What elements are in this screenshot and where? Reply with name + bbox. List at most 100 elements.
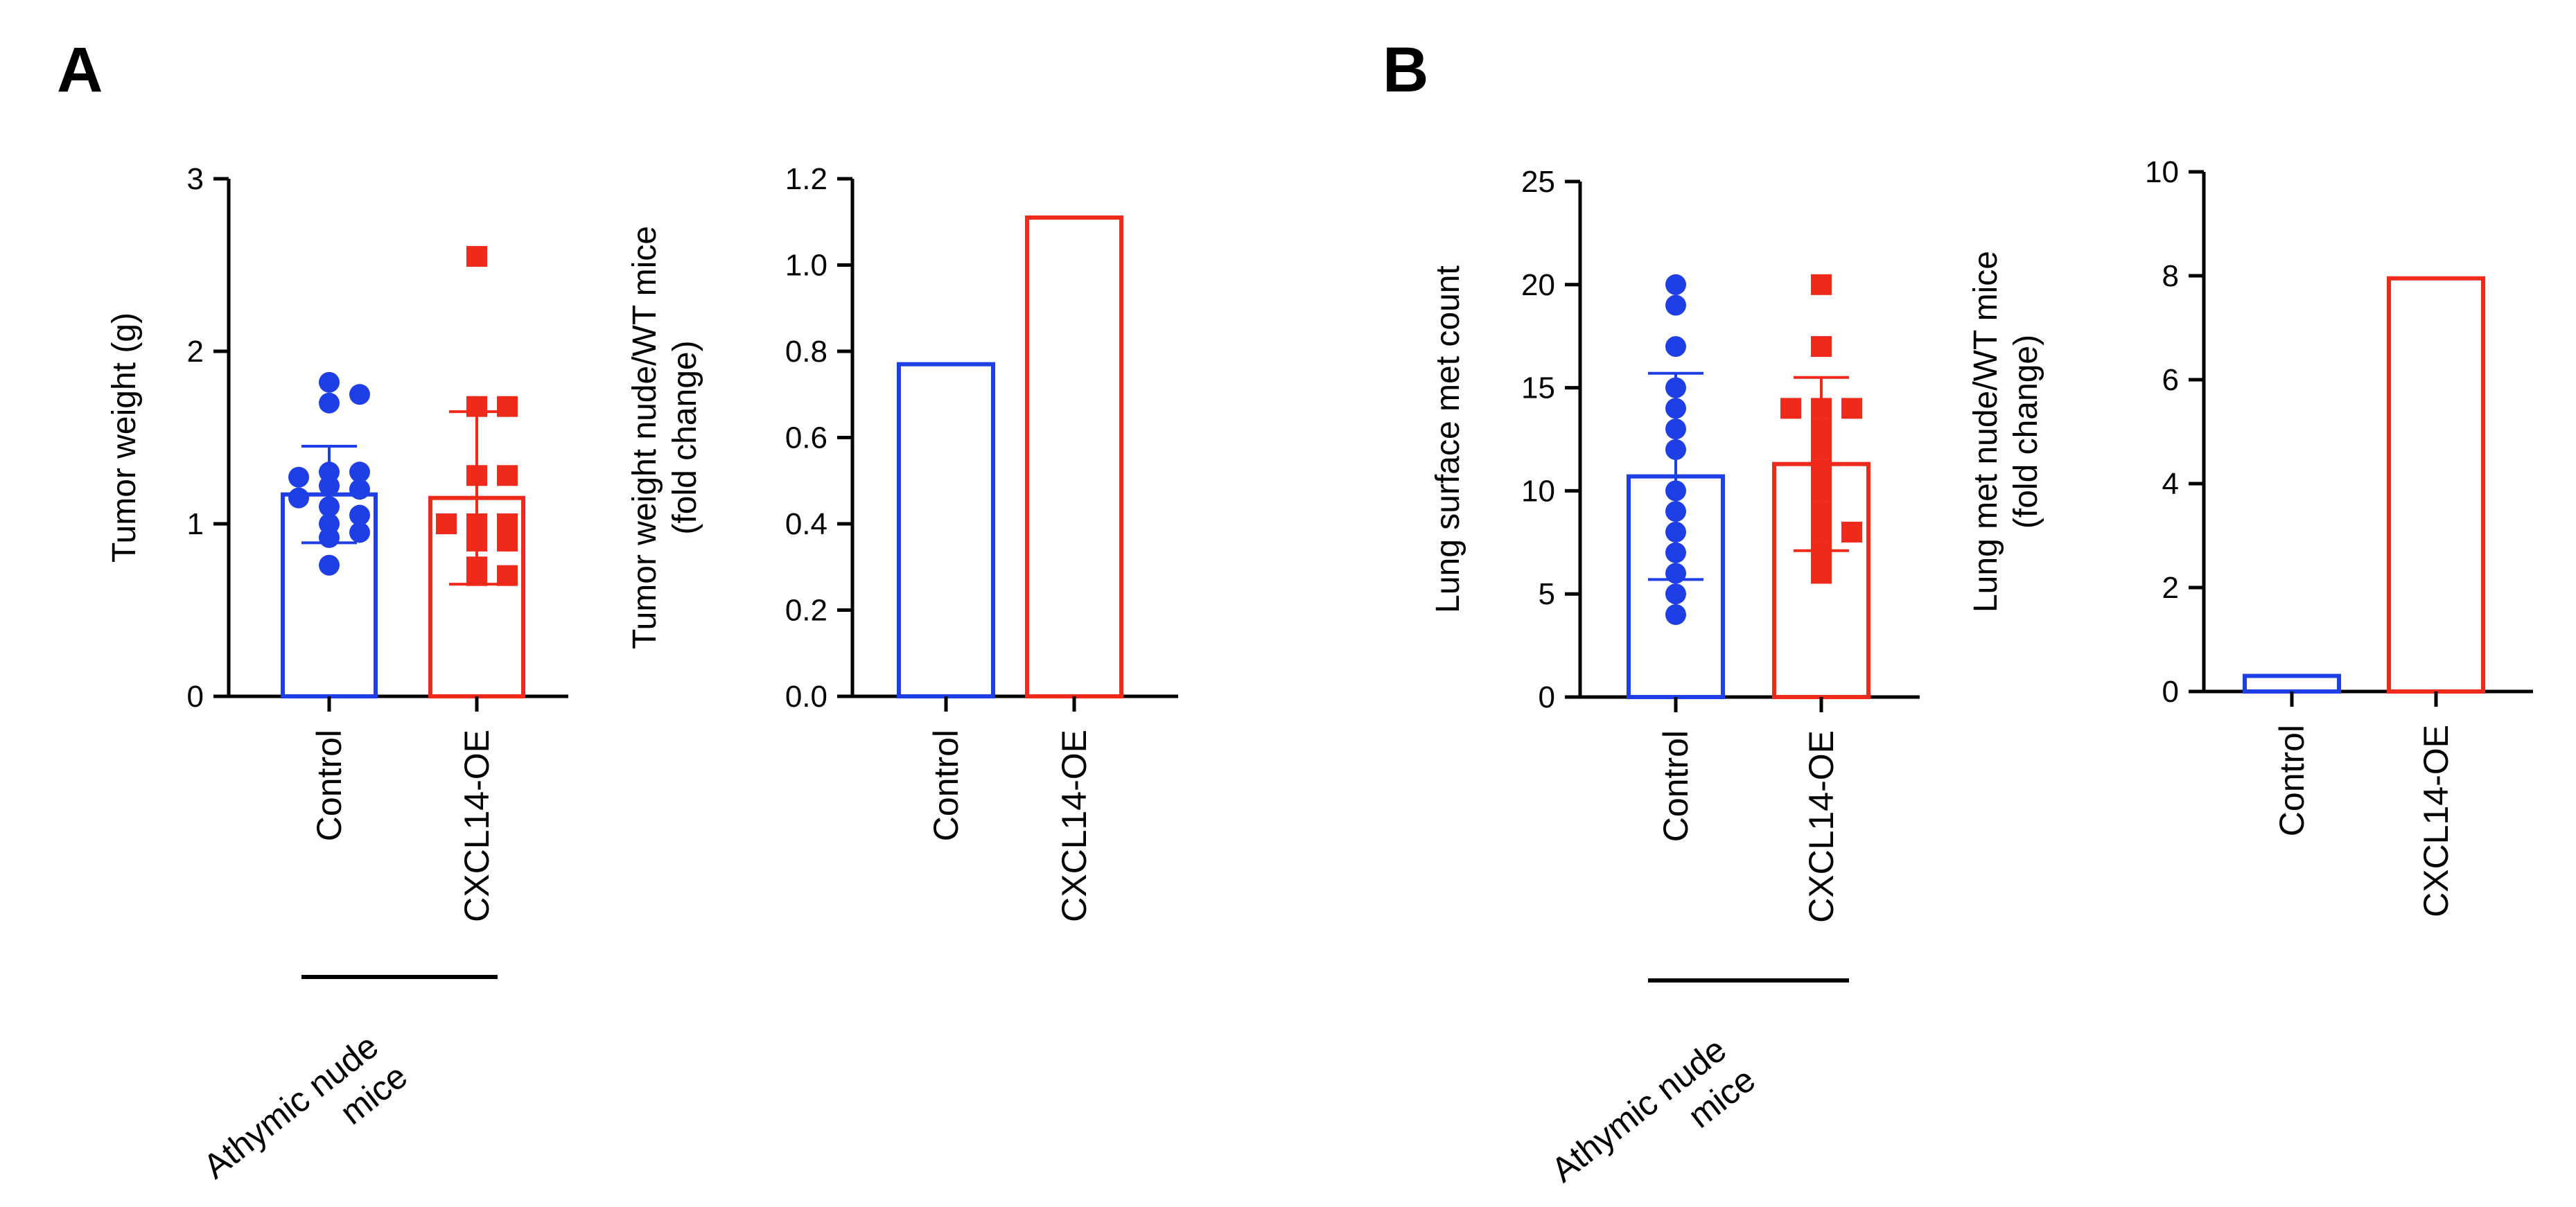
data-point-control [1665,542,1686,563]
charts-layer: 0 1 2 3 Tumor weight (g) Control CXCL14-OE Athy… [106,155,2533,1207]
y-tick-label: 0.0 [785,680,827,714]
data-point-cxcl14-oe [497,465,518,486]
group-label: Athymic nudemice [196,1023,414,1207]
data-point-cxcl14-oe [1780,398,1801,419]
chart-4: 0 2 4 6 8 10 Lung met nude/WT mice (fold change… [1968,155,2533,917]
data-point-cxcl14-oe [1811,459,1832,481]
data-point-cxcl14-oe [466,530,487,552]
data-point-control [319,371,340,393]
data-point-cxcl14-oe [1811,563,1832,584]
y-tick-label: 5 [1539,577,1555,611]
data-point-cxcl14-oe [1811,542,1832,563]
data-point-cxcl14-oe [1811,439,1832,460]
data-point-cxcl14-oe [1811,501,1832,522]
y-axis-label: Tumor weight (g) [106,312,143,563]
data-point-cxcl14-oe [497,396,518,417]
data-point-control [349,461,370,483]
data-point-control [349,522,370,543]
data-point-control [1665,480,1686,502]
data-point-control [319,496,340,518]
data-point-control [1665,294,1686,316]
data-point-cxcl14-oe [1811,336,1832,358]
panel-letter-b: B [1383,35,1428,105]
data-point-cxcl14-oe [1841,398,1862,419]
data-point-control [1665,419,1686,440]
y-tick-label: 0.8 [785,335,827,369]
data-point-cxcl14-oe [1841,521,1862,543]
data-point-control [1665,501,1686,522]
group-label: Athymic nudemice [1544,1027,1762,1207]
x-category-label: CXCL14-OE [457,730,496,922]
y-tick-label: 1.0 [785,249,827,283]
data-point-control [319,527,340,548]
data-point-control [319,554,340,576]
chart-2: 0.0 0.2 0.4 0.6 0.8 1.0 1.2 Tumor weight nude/W… [627,162,1178,922]
x-category-label: Control [2272,725,2311,836]
y-axis-label: Tumor weight nude/WT mice [627,226,663,649]
y-tick-label: 1 [187,507,204,541]
y-axis-label: (fold change) [2008,335,2044,529]
data-point-control [349,479,370,500]
chart-3: 0 5 10 15 20 25 Lung surface met count Control C… [1430,165,1920,1207]
y-tick-label: 0.4 [785,507,827,541]
chart-1: 0 1 2 3 Tumor weight (g) Control CXCL14-OE Athy… [106,162,568,1207]
data-point-cxcl14-oe [497,565,518,586]
x-category-label: Control [310,730,349,841]
bar-cxcl14-oe [1025,215,1123,698]
y-axis-label: (fold change) [667,340,703,534]
data-point-cxcl14-oe [466,396,487,417]
y-axis-label: Lung surface met count [1430,265,1466,613]
bar-control [897,362,995,698]
y-tick-label: 0 [2162,675,2179,709]
y-tick-label: 8 [2162,259,2179,293]
data-point-cxcl14-oe [1811,419,1832,440]
bar-control [2243,673,2341,694]
data-point-control [1665,274,1686,295]
data-point-control [319,475,340,497]
y-tick-label: 25 [1521,165,1555,199]
data-point-cxcl14-oe [1811,480,1832,502]
x-category-label: Control [1656,730,1695,842]
y-tick-label: 0 [187,680,204,714]
data-point-control [1665,336,1686,358]
y-tick-label: 10 [1521,474,1555,508]
data-point-cxcl14-oe [466,565,487,586]
data-point-cxcl14-oe [466,465,487,486]
data-point-control [1665,583,1686,605]
data-point-cxcl14-oe [436,513,457,534]
data-point-control [288,466,309,488]
x-category-label: Control [927,730,965,841]
y-axis-label: Lung met nude/WT mice [1968,251,2004,613]
x-category-label: CXCL14-OE [1802,730,1841,923]
y-tick-label: 2 [2162,571,2179,605]
data-point-control [1665,604,1686,625]
y-tick-label: 0 [1539,680,1555,714]
y-tick-label: 1.2 [785,162,827,196]
bar-cxcl14-oe [2387,276,2485,694]
data-point-cxcl14-oe [497,530,518,552]
panel-letter-a: A [57,35,103,105]
data-point-cxcl14-oe [1811,274,1832,295]
data-point-control [288,487,309,509]
data-point-control [1665,521,1686,543]
y-tick-label: 15 [1521,371,1555,405]
x-category-label: CXCL14-OE [1055,730,1094,922]
data-point-control [1665,377,1686,398]
data-point-control [1665,439,1686,460]
x-category-label: CXCL14-OE [2417,725,2455,917]
data-point-control [1665,563,1686,584]
data-point-control [349,384,370,405]
data-point-cxcl14-oe [466,246,487,267]
y-tick-label: 2 [187,335,204,369]
y-tick-label: 0.6 [785,421,827,455]
y-tick-label: 6 [2162,363,2179,397]
y-tick-label: 0.2 [785,594,827,628]
y-tick-label: 4 [2162,467,2179,501]
data-point-control [319,392,340,414]
data-point-control [1665,398,1686,419]
y-tick-label: 3 [187,162,204,196]
data-point-cxcl14-oe [1811,521,1832,543]
data-point-cxcl14-oe [1811,398,1832,419]
y-tick-label: 20 [1521,268,1555,302]
